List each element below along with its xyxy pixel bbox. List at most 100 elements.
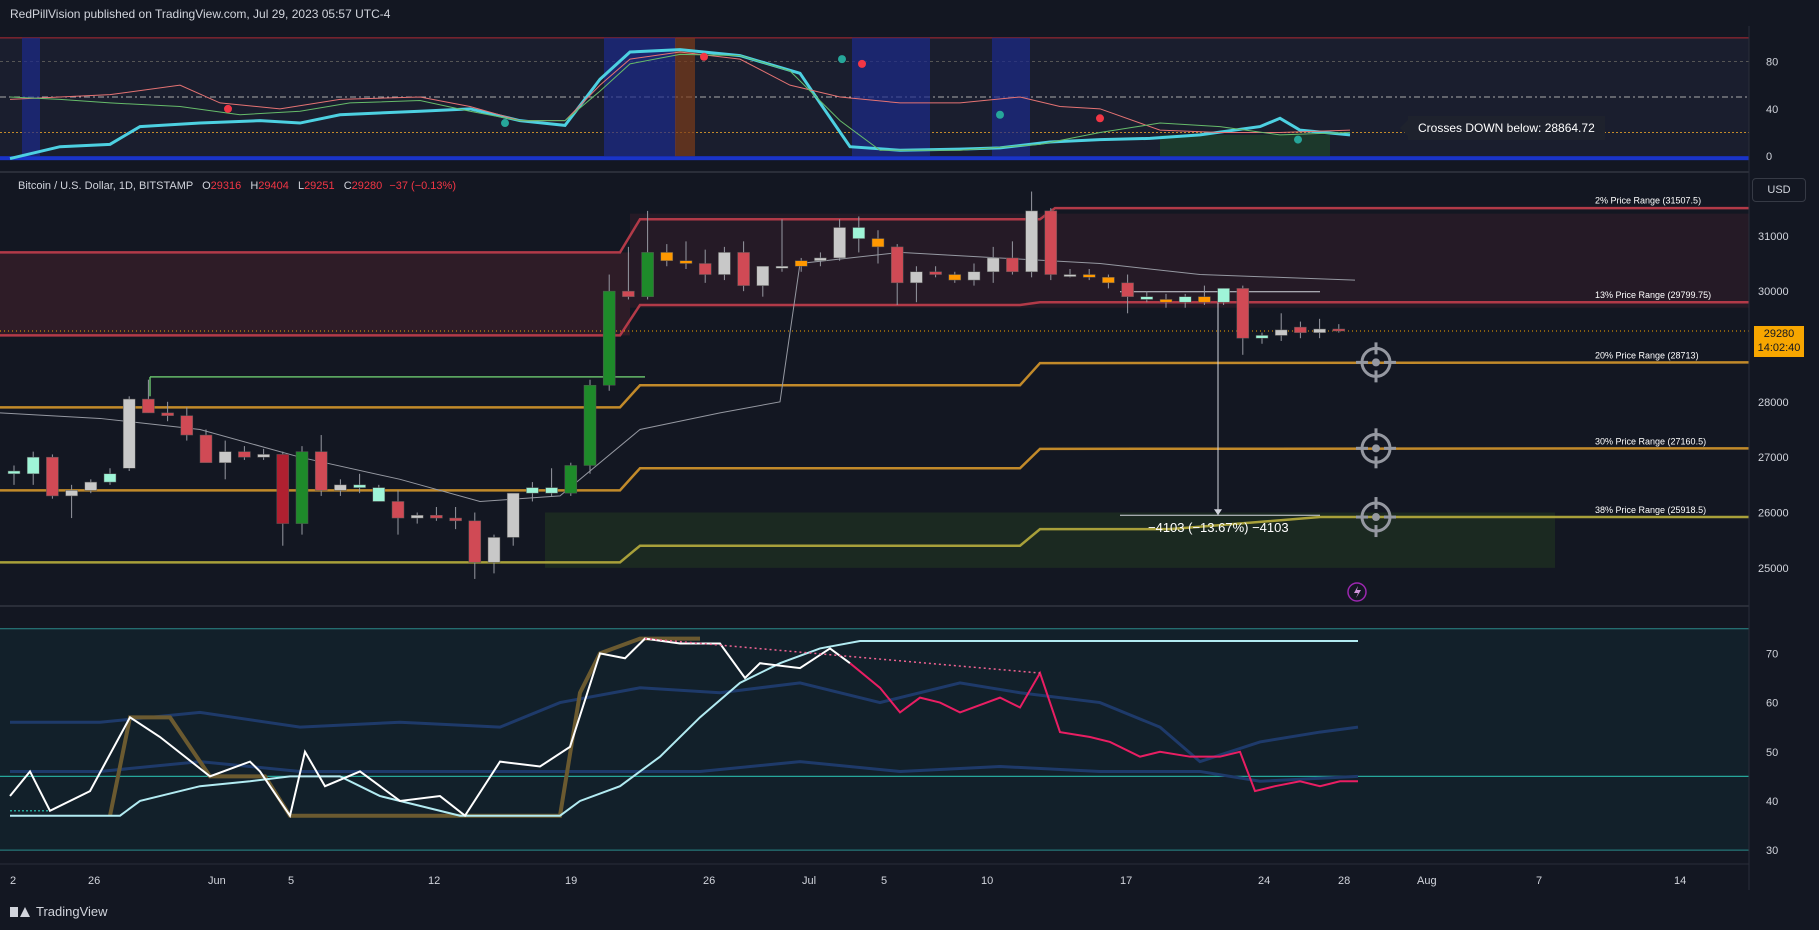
measure-label: −4103 (−13.67%) −4103 <box>1148 520 1289 535</box>
candle-body <box>660 252 674 261</box>
candle-body <box>679 260 693 264</box>
symbol-name: Bitcoin / U.S. Dollar, 1D, BITSTAMP <box>18 180 194 192</box>
candle-body <box>295 451 309 524</box>
lightning-icon <box>1354 586 1361 598</box>
candle-body <box>218 451 232 463</box>
rsi-envelope-line <box>108 636 700 818</box>
high-value: 29404 <box>258 180 289 192</box>
time-axis-tick: 26 <box>703 875 715 887</box>
time-axis-tick: 5 <box>288 875 294 887</box>
candle-body <box>545 487 558 494</box>
axes: 0408025000260002700028000290003000031000… <box>0 26 1789 890</box>
candle-body <box>910 271 923 284</box>
highlight-zone <box>675 37 695 157</box>
price-axis-tick: 30000 <box>1758 286 1789 298</box>
candle-body <box>391 501 405 519</box>
signal-dot <box>700 52 708 61</box>
candle-body <box>698 263 712 275</box>
measure-arrowhead <box>1214 509 1222 516</box>
highlight-zone <box>852 37 930 157</box>
time-axis-tick: 26 <box>88 875 100 887</box>
candle-body <box>353 484 366 488</box>
candle-body <box>1025 210 1038 273</box>
price-range-line <box>0 300 1749 337</box>
candle-body <box>1063 274 1077 277</box>
candle-body <box>564 465 578 494</box>
candle-body <box>103 473 117 483</box>
rsi-step-line <box>10 640 1358 817</box>
candle-body <box>641 252 654 297</box>
symbol-legend: Bitcoin / U.S. Dollar, 1D, BITSTAMP O293… <box>18 180 456 192</box>
rsi-axis-tick: 30 <box>1766 845 1778 857</box>
last-price-tag: 29280 14:02:40 <box>1754 326 1804 357</box>
price-axis-tick: 25000 <box>1758 563 1789 575</box>
time-axis-tick: 28 <box>1338 875 1350 887</box>
candle-body <box>334 484 347 491</box>
price-range-line <box>0 515 1749 564</box>
price-axis-tick: 28000 <box>1758 397 1789 409</box>
candle-body <box>1313 328 1326 333</box>
time-axis-tick: 17 <box>1120 875 1132 887</box>
candle-body <box>430 515 443 519</box>
candle-body <box>84 481 98 491</box>
time-axis-tick: Jul <box>802 875 816 887</box>
low-value: 29251 <box>304 180 335 192</box>
candle-body <box>410 515 424 519</box>
rsi-axis-tick: 70 <box>1766 648 1778 660</box>
candle-body <box>1217 288 1230 303</box>
candle-body <box>1274 329 1288 336</box>
time-axis-tick: Jun <box>208 875 226 887</box>
signal-dot <box>996 110 1004 119</box>
target-icon <box>1372 358 1380 367</box>
top-oscillator <box>0 37 1749 161</box>
currency-button[interactable]: USD <box>1752 178 1806 202</box>
candle-body <box>814 257 827 261</box>
target-zone <box>545 512 1555 568</box>
candle-body <box>794 260 808 267</box>
highlight-zone <box>992 37 1030 157</box>
price-range-line <box>0 447 1750 492</box>
signal-line-green <box>9 53 1351 151</box>
candle-body <box>986 257 1000 273</box>
signal-dot <box>858 59 866 68</box>
bar-countdown: 14:02:40 <box>1757 342 1801 354</box>
candle-body <box>372 487 386 502</box>
time-axis-tick: 19 <box>565 875 577 887</box>
candle-body <box>257 454 270 458</box>
candle-body <box>1044 210 1058 275</box>
time-axis-tick: Aug <box>1417 875 1437 887</box>
candle-body <box>7 470 21 475</box>
candle-body <box>468 520 482 563</box>
candle-body <box>1102 277 1115 284</box>
candle-body <box>833 227 846 259</box>
lightning-icon <box>1347 582 1367 602</box>
candle-body <box>775 265 789 269</box>
price-range-label: 2% Price Range (31507.5) <box>1595 196 1701 206</box>
oscillator-line <box>9 48 1351 160</box>
candle-body <box>1198 296 1211 303</box>
rsi-axis-tick: 50 <box>1766 747 1778 759</box>
footer-brand[interactable]: TradingView <box>10 904 108 919</box>
target-icon <box>1372 513 1380 522</box>
candle-body <box>967 271 981 281</box>
candle-body <box>161 412 174 416</box>
candle-body <box>180 415 194 436</box>
candle-body <box>26 456 40 475</box>
highlight-zone <box>604 37 676 157</box>
signal-dot <box>838 55 846 64</box>
price-range-label: 13% Price Range (29799.75) <box>1595 290 1711 300</box>
rsi-ma-line-2 <box>10 760 1359 783</box>
price-range-label: 20% Price Range (28713) <box>1595 350 1699 360</box>
candle-body <box>622 290 635 297</box>
candle-body <box>890 246 904 284</box>
rsi-line <box>9 637 851 819</box>
highlight-zone <box>22 37 40 157</box>
alert-tooltip: Crosses DOWN below: 28864.72 <box>1400 116 1605 140</box>
candle-body <box>1236 288 1250 339</box>
candle-body <box>852 227 866 239</box>
candle-body <box>506 492 520 538</box>
tradingview-logo-icon <box>10 905 30 919</box>
candle-body <box>1178 296 1192 303</box>
candle-body <box>871 238 885 248</box>
